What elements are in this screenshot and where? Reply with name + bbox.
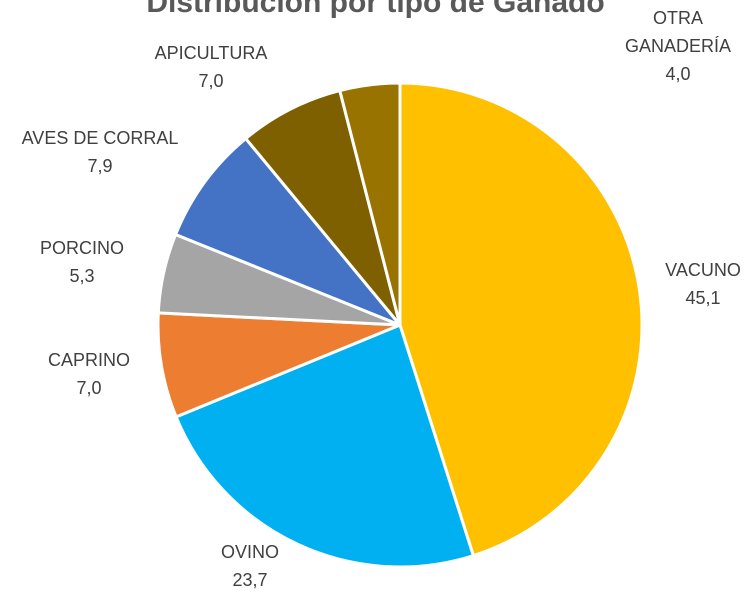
- value-label: 5,3: [69, 266, 95, 286]
- pie-slice: [156, 311, 402, 419]
- pie-slice: [338, 81, 402, 327]
- category-label: APICULTURA: [154, 43, 268, 63]
- data-label: OTRA GANADERÍA 4,0: [623, 4, 733, 88]
- category-label: VACUNO: [665, 260, 741, 280]
- data-label: OVINO 23,7: [190, 538, 310, 593]
- value-label: 4,0: [665, 64, 691, 84]
- category-label: AVES DE CORRAL: [21, 128, 179, 148]
- value-label: 7,0: [198, 71, 224, 91]
- value-label: 7,9: [87, 156, 113, 176]
- data-label: CAPRINO 7,0: [29, 346, 149, 402]
- value-label: 23,7: [232, 570, 268, 590]
- pie-slice: [174, 137, 402, 327]
- pie-slice: [174, 323, 475, 569]
- category-label: CAPRINO: [47, 350, 130, 370]
- category-label: PORCINO: [39, 238, 124, 258]
- chart-title: Distribución por tipo de Ganado: [146, 0, 605, 19]
- category-label: OTRA GANADERÍA: [624, 8, 732, 56]
- data-label: VACUNO 45,1: [643, 256, 751, 312]
- data-label: PORCINO 5,3: [22, 234, 142, 290]
- value-label: 7,0: [76, 378, 102, 398]
- pie-slice: [398, 81, 644, 558]
- data-label: AVES DE CORRAL 7,9: [0, 124, 200, 180]
- value-label: 45,1: [685, 288, 721, 308]
- data-label: APICULTURA 7,0: [141, 39, 281, 95]
- pie-slice: [244, 89, 402, 327]
- category-label: OVINO: [220, 542, 279, 562]
